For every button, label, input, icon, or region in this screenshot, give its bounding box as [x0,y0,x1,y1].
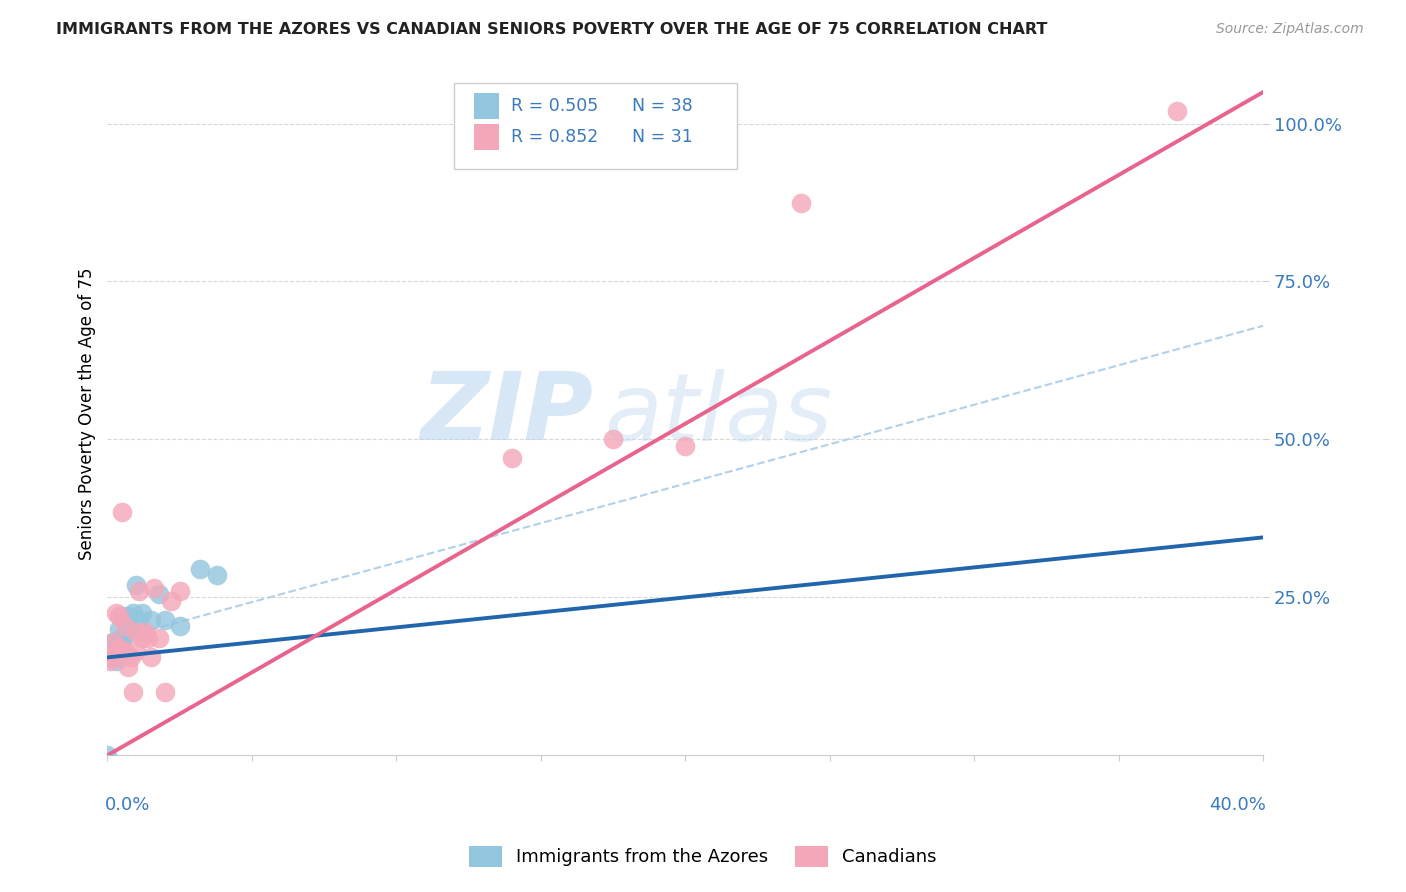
Point [125,625,148,640]
Point [188,562,211,576]
Point [98,654,121,668]
Point [98,640,121,655]
Point [98,638,121,652]
Point [108,647,131,661]
Point [105,640,128,655]
Point [111,632,134,646]
Point [148,632,170,646]
Point [108,622,131,636]
Point [169,584,191,599]
Point [114,619,136,633]
Point [122,606,145,620]
Point [105,638,128,652]
Point [160,593,183,607]
Point [96,748,118,763]
FancyBboxPatch shape [474,93,499,119]
Point [98,644,121,658]
Text: IMMIGRANTS FROM THE AZORES VS CANADIAN SENIORS POVERTY OVER THE AGE OF 75 CORREL: IMMIGRANTS FROM THE AZORES VS CANADIAN S… [56,22,1047,37]
Point [153,685,176,699]
Text: N = 31: N = 31 [633,128,693,146]
Point [120,622,142,636]
Point [108,609,131,624]
Point [120,650,142,665]
Point [139,650,162,665]
Point [108,638,131,652]
Point [125,644,148,658]
Point [108,640,131,655]
Point [117,660,139,674]
Point [134,625,156,640]
Point [101,640,124,655]
Point [105,606,128,620]
Y-axis label: Seniors Poverty Over the Age of 75: Seniors Poverty Over the Age of 75 [79,268,96,560]
Point [101,634,124,648]
Point [125,578,148,592]
Point [117,609,139,624]
Legend: Immigrants from the Azores, Canadians: Immigrants from the Azores, Canadians [463,838,943,874]
Point [98,650,121,665]
Point [101,638,124,652]
Point [111,609,134,624]
Point [101,634,124,648]
Text: R = 0.852: R = 0.852 [510,128,598,146]
Point [114,628,136,642]
Point [105,650,128,665]
Text: N = 38: N = 38 [633,96,693,115]
Point [101,647,124,661]
Point [1166,103,1188,118]
Point [142,581,165,595]
Point [136,632,159,646]
Text: 0.0%: 0.0% [105,797,150,814]
Point [98,647,121,661]
Point [139,613,162,627]
Text: ZIP: ZIP [420,368,593,460]
Point [790,195,813,210]
Point [148,587,170,601]
Point [205,568,228,582]
Point [105,634,128,648]
Text: Source: ZipAtlas.com: Source: ZipAtlas.com [1216,22,1364,37]
Point [128,584,150,599]
Point [122,685,145,699]
Point [114,644,136,658]
Point [131,632,153,646]
Point [153,613,176,627]
Point [105,644,128,658]
FancyBboxPatch shape [454,83,737,169]
Point [101,650,124,665]
Point [111,505,134,519]
Text: R = 0.505: R = 0.505 [510,96,598,115]
Point [602,433,624,447]
Text: 40.0%: 40.0% [1209,797,1265,814]
Point [501,451,523,466]
Point [128,613,150,627]
Point [111,644,134,658]
Point [169,619,191,633]
Point [111,638,134,652]
Point [114,613,136,627]
Point [131,606,153,620]
Point [105,644,128,658]
Point [101,650,124,665]
Point [117,622,139,636]
Point [673,439,696,453]
Point [105,654,128,668]
Text: atlas: atlas [605,368,832,459]
FancyBboxPatch shape [474,124,499,150]
